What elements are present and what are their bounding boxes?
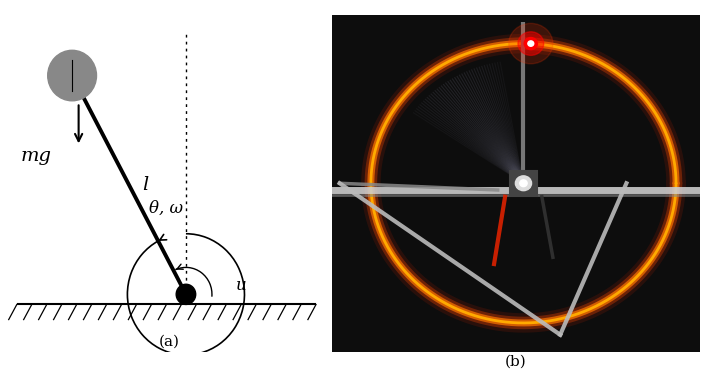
Text: (a): (a): [159, 334, 180, 348]
Text: θ, ω: θ, ω: [148, 200, 182, 217]
Text: (b): (b): [506, 355, 527, 368]
Circle shape: [176, 284, 196, 304]
Circle shape: [528, 41, 534, 46]
Circle shape: [509, 23, 553, 64]
Text: l: l: [142, 176, 148, 194]
Circle shape: [48, 50, 96, 101]
Circle shape: [520, 180, 527, 187]
Text: u: u: [235, 277, 247, 294]
Text: mg: mg: [21, 147, 52, 165]
Bar: [510, 171, 537, 196]
Circle shape: [515, 176, 532, 191]
Circle shape: [524, 37, 537, 50]
Circle shape: [518, 32, 544, 55]
